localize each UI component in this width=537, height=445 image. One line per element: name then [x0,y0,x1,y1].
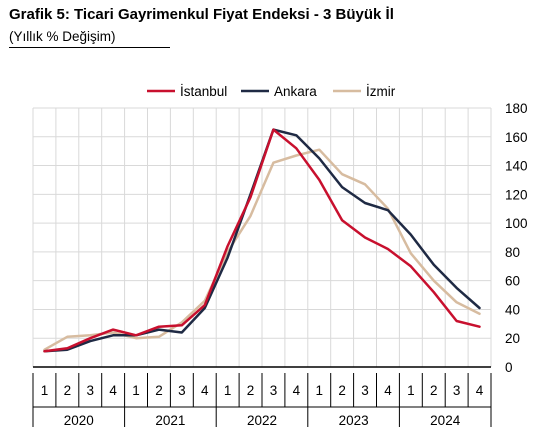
series-lines [43,128,481,353]
x-tick-label: 1 [132,383,140,398]
x-tick-label: 2 [430,383,438,398]
y-tick-label: 60 [505,274,520,289]
x-tick-label: 4 [201,383,209,398]
y-tick-label: 40 [505,302,520,317]
y-tick-labels: 0 20 40 60 80 100 120 140 160 180 [505,101,528,375]
chart-subtitle: (Yıllık % Değişim) [9,29,116,44]
x-tick-label: 4 [384,383,392,398]
x-tick-label: 3 [453,383,461,398]
chart-legend: İstanbul Ankara İzmir [147,84,396,99]
y-tick-label: 180 [505,101,528,116]
x-tick-label: 4 [293,383,301,398]
x-tick-label: 1 [315,383,323,398]
y-tick-label: 0 [505,360,513,375]
x-tick-label: 1 [41,383,49,398]
x-tick-label: 1 [407,383,415,398]
x-tick-label: 3 [178,383,186,398]
year-label: 2023 [339,413,369,428]
y-tick-label: 100 [505,216,528,231]
y-tick-label: 80 [505,245,520,260]
year-label: 2021 [155,413,185,428]
series-line-istanbul [43,128,481,353]
x-tick-label: 2 [247,383,255,398]
x-tick-label: 3 [270,383,278,398]
title-underline [9,47,170,48]
legend-istanbul-label: İstanbul [180,84,227,99]
x-tick-label: 4 [109,383,117,398]
gridlines [33,107,491,367]
x-tick-label: 2 [338,383,346,398]
legend-izmir-label: İzmir [366,84,396,99]
chart-axes [32,107,492,427]
x-tick-label: 3 [361,383,369,398]
x-tick-label: 2 [155,383,163,398]
y-tick-label: 160 [505,130,528,145]
y-tick-label: 140 [505,159,528,174]
year-label: 2022 [247,413,277,428]
legend-ankara-label: Ankara [274,84,317,99]
y-tick-label: 20 [505,331,520,346]
x-tick-label: 1 [224,383,232,398]
year-label: 2020 [64,413,94,428]
chart-title: Grafik 5: Ticari Gayrimenkul Fiyat Endek… [9,6,394,23]
x-tick-label: 3 [86,383,94,398]
year-label: 2024 [430,413,461,428]
x-tick-label: 2 [64,383,72,398]
y-tick-label: 120 [505,187,528,202]
x-tick-label: 4 [476,383,484,398]
series-line-izmir [43,148,481,351]
